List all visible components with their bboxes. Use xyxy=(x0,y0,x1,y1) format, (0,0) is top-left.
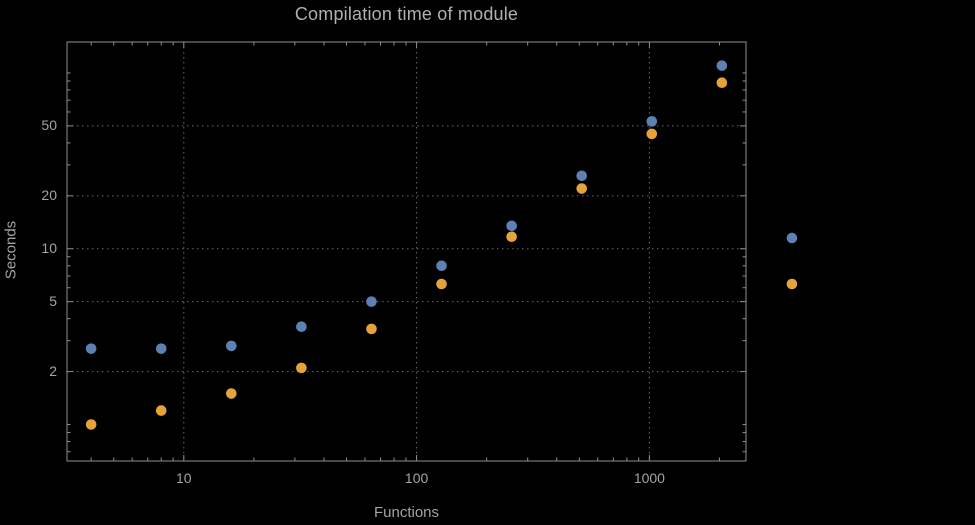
y-tick-label: 2 xyxy=(49,362,57,379)
data-point-series-orange xyxy=(366,323,377,335)
data-point-series-blue xyxy=(226,340,237,352)
data-point-series-blue xyxy=(436,260,447,272)
x-tick-label: 1000 xyxy=(633,470,665,486)
data-point-series-orange xyxy=(85,419,97,430)
data-point-series-blue xyxy=(716,60,728,71)
data-point-series-blue xyxy=(155,343,167,354)
plot-frame xyxy=(66,41,747,462)
data-point-series-blue xyxy=(366,296,377,307)
y-tick-label: 50 xyxy=(41,116,57,133)
y-tick-label: 10 xyxy=(41,239,57,256)
x-tick-label: 100 xyxy=(404,470,429,486)
data-point-series-blue xyxy=(85,343,97,354)
data-point-series-orange xyxy=(646,128,658,140)
data-point-series-blue xyxy=(576,170,588,182)
data-point-series-blue xyxy=(506,220,517,232)
chart-title: Compilation time of module xyxy=(294,4,519,24)
data-point-series-blue xyxy=(786,232,798,244)
y-tick-label: 20 xyxy=(41,186,57,203)
data-point-series-orange xyxy=(716,77,728,89)
data-point-series-orange xyxy=(506,231,517,243)
data-point-series-orange xyxy=(155,405,167,416)
y-tick-label: 5 xyxy=(49,292,57,309)
data-point-series-orange xyxy=(786,278,798,290)
data-point-series-blue xyxy=(646,116,658,127)
data-point-series-orange xyxy=(576,183,588,194)
x-tick-label: 10 xyxy=(175,470,192,486)
data-point-series-orange xyxy=(296,362,307,374)
data-point-series-orange xyxy=(436,278,447,290)
data-point-series-orange xyxy=(226,388,237,399)
data-point-series-blue xyxy=(296,321,307,333)
x-axis-label: Functions xyxy=(373,504,440,521)
